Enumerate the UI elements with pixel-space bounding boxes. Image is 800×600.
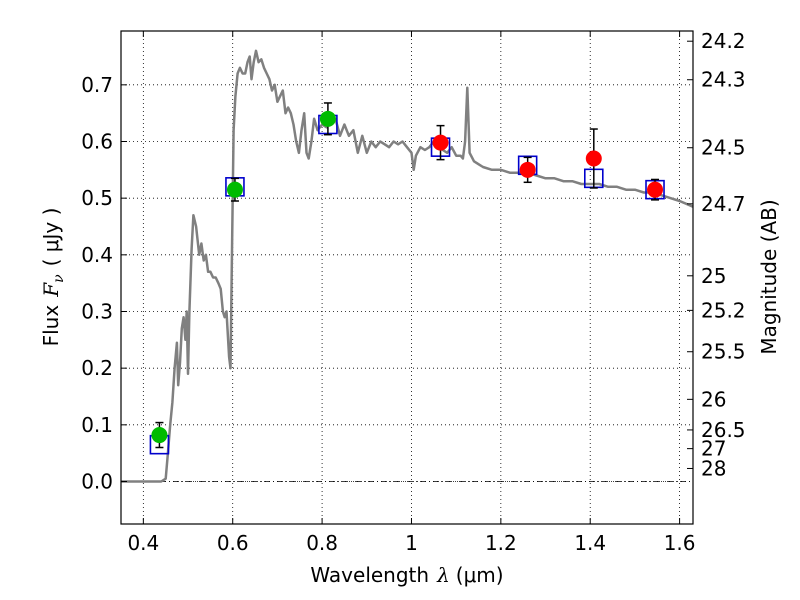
magnitude-tick-label: 28 — [701, 456, 726, 480]
x-tick-label: 1.6 — [664, 531, 696, 555]
magnitude-tick-label: 24.3 — [701, 68, 746, 92]
y-axis-label-symbol: F — [39, 282, 63, 298]
magnitude-tick-label: 27 — [701, 437, 726, 461]
magnitude-tick-label: 24.7 — [701, 192, 746, 216]
y-tick-label: 0.5 — [81, 186, 113, 210]
y-tick-label: 0.3 — [81, 300, 113, 324]
y-tick-label: 0.0 — [81, 470, 113, 494]
green-data-point — [226, 181, 243, 198]
x-tick-label: 1.4 — [574, 531, 606, 555]
y-axis-label-unit: ( μJy ) — [39, 208, 63, 267]
grid — [121, 31, 693, 524]
y-tick-label: 0.6 — [81, 130, 113, 154]
y-axis-label: Flux Fν ( μJy ) — [39, 208, 67, 347]
magnitude-tick-label: 25.2 — [701, 298, 746, 322]
plot-frame — [120, 30, 694, 525]
magnitude-tick-label: 26 — [701, 387, 726, 411]
y-axis-label-subscript: ν — [51, 274, 67, 283]
green-data-point — [151, 427, 168, 444]
green-data-point — [319, 110, 336, 127]
y-tick-label: 0.2 — [81, 356, 113, 380]
magnitude-tick-label: 25.5 — [701, 340, 746, 364]
x-axis-label-text: Wavelength — [310, 563, 429, 587]
x-axis-label: Wavelength λ (μm) — [310, 563, 503, 587]
magnitude-tick-label: 24.2 — [701, 29, 746, 53]
x-axis-label-unit: (μm) — [456, 563, 504, 587]
y-axis-label-text: Flux — [39, 305, 63, 347]
x-axis-label-symbol: λ — [436, 563, 450, 587]
magnitude-tick-label: 24.5 — [701, 136, 746, 160]
magnitude-tick-label: 26.5 — [701, 418, 746, 442]
y-tick-label: 0.1 — [81, 413, 113, 437]
y2-axis-label: Magnitude (AB) — [757, 199, 781, 354]
red-data-point — [432, 134, 449, 151]
red-data-point — [519, 161, 536, 178]
y-tick-label: 0.4 — [81, 243, 113, 267]
x-tick-label: 0.6 — [217, 531, 249, 555]
x-tick-label: 0.4 — [127, 531, 159, 555]
plot-background — [121, 31, 693, 524]
axis-ticks: 0.4 0.6 0.8 1 1.2 1.4 1.6 0.0 0.1 0.2 0.3 0.4 0.5 0.6… — [81, 29, 745, 555]
magnitude-tick-label: 25 — [701, 264, 726, 288]
red-data-point — [585, 150, 602, 167]
x-tick-label: 1.2 — [485, 531, 517, 555]
x-tick-label: 0.8 — [306, 531, 338, 555]
model-spectrum-line — [121, 49, 694, 483]
photometry-markers — [149, 102, 665, 455]
model-spectrum — [121, 49, 694, 483]
x-tick-label: 1 — [405, 531, 418, 555]
y-tick-label: 0.7 — [81, 73, 113, 97]
red-data-point — [647, 181, 664, 198]
